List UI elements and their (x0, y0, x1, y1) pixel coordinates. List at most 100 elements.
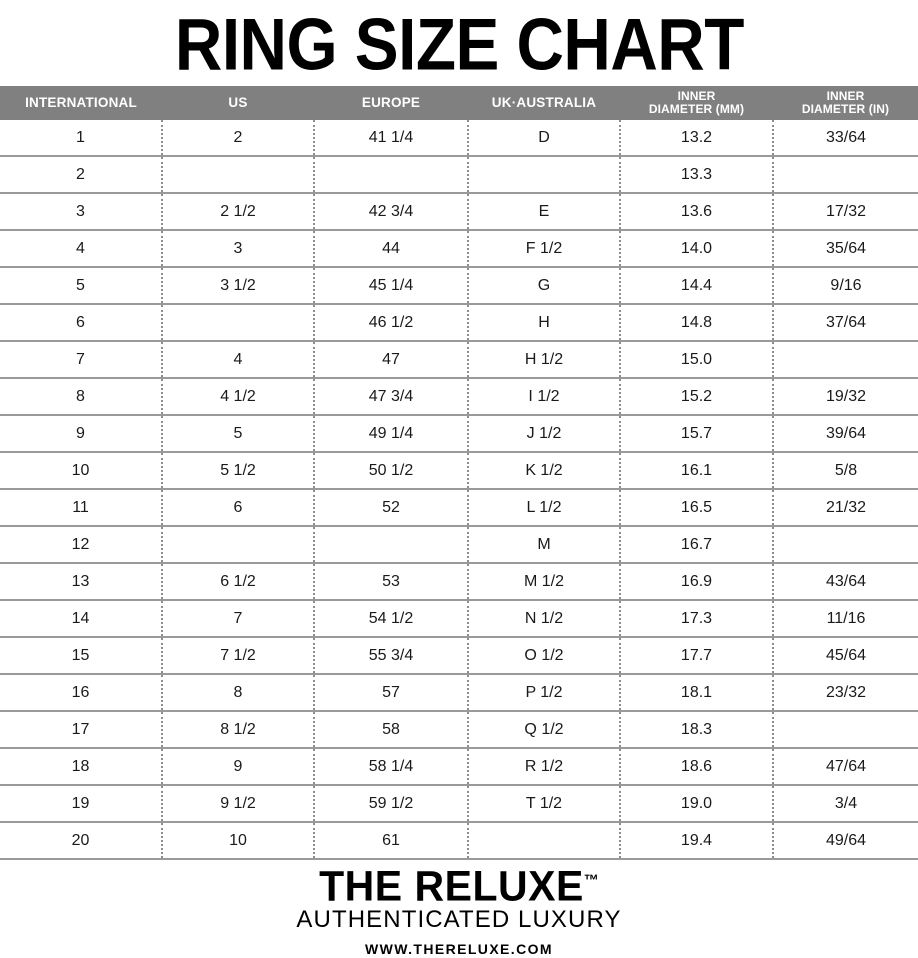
cell-international: 11 (0, 489, 163, 527)
table-row: 1 2 41 1/4 D 13.2 33/64 (0, 120, 918, 157)
cell-us: 7 (162, 600, 315, 638)
cell-international: 6 (0, 304, 163, 342)
table-row: 16 8 57 P 1/2 18.1 23/32 (0, 674, 918, 712)
cell-inner-diameter-in: 47/64 (773, 748, 918, 786)
cell-inner-diameter-mm: 15.0 (620, 341, 774, 379)
header-label-inner-in-line2: DIAMETER (in) (801, 102, 890, 116)
cell-international: 20 (0, 822, 163, 860)
trademark-symbol: ™ (583, 871, 599, 890)
table-row: 2 13.3 (0, 156, 918, 194)
cell-inner-diameter-mm: 15.7 (620, 415, 774, 453)
column-header-inner-diameter-mm: INNER DIAMETER (mm) (620, 86, 773, 120)
cell-europe: 55 3/4 (314, 637, 469, 675)
header-label-us: US (228, 94, 248, 110)
cell-international: 18 (0, 748, 163, 786)
cell-europe: 52 (314, 489, 469, 527)
cell-inner-diameter-mm: 14.4 (620, 267, 774, 305)
cell-inner-diameter-mm: 13.6 (620, 193, 774, 231)
cell-us: 3 1/2 (162, 267, 315, 305)
header-label-inner-mm-line2: DIAMETER (mm) (648, 102, 745, 116)
cell-uk-australia: H 1/2 (468, 341, 621, 379)
cell-inner-diameter-in: 5/8 (773, 452, 918, 490)
cell-us: 5 1/2 (162, 452, 315, 490)
header-label-inner-mm-line1: INNER (677, 89, 716, 104)
cell-europe: 45 1/4 (314, 267, 469, 305)
cell-europe: 47 3/4 (314, 378, 469, 416)
cell-uk-australia: E (468, 193, 621, 231)
table-row: 9 5 49 1/4 J 1/2 15.7 39/64 (0, 415, 918, 453)
cell-inner-diameter-in (773, 156, 918, 194)
cell-international: 7 (0, 341, 163, 379)
cell-uk-australia: D (468, 120, 621, 157)
cell-uk-australia: P 1/2 (468, 674, 621, 712)
table-row: 18 9 58 1/4 R 1/2 18.6 47/64 (0, 748, 918, 786)
title-container: RING SIZE CHART (0, 0, 918, 86)
cell-inner-diameter-in: 17/32 (773, 193, 918, 231)
cell-international: 19 (0, 785, 163, 823)
table-body: 1 2 41 1/4 D 13.2 33/64 2 13.3 3 2 1/2 42 3/4 E 13.6… (0, 120, 918, 860)
cell-uk-australia: O 1/2 (468, 637, 621, 675)
page-title: RING SIZE CHART (174, 4, 744, 87)
cell-us: 8 1/2 (162, 711, 315, 749)
ring-size-table: INTERNATIONAL US EUROPE UK·AUSTRALIA INN… (0, 86, 918, 860)
table-row: 10 5 1/2 50 1/2 K 1/2 16.1 5/8 (0, 452, 918, 490)
cell-us (162, 526, 315, 564)
header-row: INTERNATIONAL US EUROPE UK·AUSTRALIA INN… (0, 86, 918, 120)
cell-international: 14 (0, 600, 163, 638)
footer-branding: THE RELUXE™ AUTHENTICATED LUXURY WWW.THE… (0, 860, 918, 958)
cell-europe: 54 1/2 (314, 600, 469, 638)
cell-international: 1 (0, 120, 163, 157)
cell-international: 16 (0, 674, 163, 712)
brand-website-url: WWW.THERELUXE.COM (365, 941, 553, 958)
table-row: 4 3 44 F 1/2 14.0 35/64 (0, 230, 918, 268)
cell-inner-diameter-mm: 14.8 (620, 304, 774, 342)
cell-europe: 58 (314, 711, 469, 749)
cell-inner-diameter-in: 37/64 (773, 304, 918, 342)
header-label-international: INTERNATIONAL (25, 94, 137, 110)
cell-europe: 46 1/2 (314, 304, 469, 342)
brand-name: THE RELUXE™ (0, 864, 918, 908)
cell-europe: 42 3/4 (314, 193, 469, 231)
cell-inner-diameter-in: 19/32 (773, 378, 918, 416)
table-row: 20 10 61 19.4 49/64 (0, 822, 918, 860)
cell-uk-australia: Q 1/2 (468, 711, 621, 749)
table-row: 7 4 47 H 1/2 15.0 (0, 341, 918, 379)
cell-us (162, 304, 315, 342)
cell-uk-australia: I 1/2 (468, 378, 621, 416)
cell-uk-australia: J 1/2 (468, 415, 621, 453)
table-row: 19 9 1/2 59 1/2 T 1/2 19.0 3/4 (0, 785, 918, 823)
cell-inner-diameter-mm: 14.0 (620, 230, 774, 268)
cell-inner-diameter-in: 45/64 (773, 637, 918, 675)
cell-inner-diameter-in: 23/32 (773, 674, 918, 712)
header-label-uk-australia: UK·AUSTRALIA (491, 94, 597, 110)
cell-international: 13 (0, 563, 163, 601)
cell-us: 2 (162, 120, 315, 157)
table-row: 6 46 1/2 H 14.8 37/64 (0, 304, 918, 342)
cell-inner-diameter-in: 9/16 (773, 267, 918, 305)
cell-international: 17 (0, 711, 163, 749)
brand-tagline: AUTHENTICATED LUXURY (296, 905, 622, 933)
cell-europe: 50 1/2 (314, 452, 469, 490)
header-label-europe: EUROPE (361, 94, 421, 110)
cell-inner-diameter-in: 43/64 (773, 563, 918, 601)
cell-inner-diameter-in: 49/64 (773, 822, 918, 860)
column-header-europe: EUROPE (314, 86, 468, 120)
header-label-inner-in-line1: INNER (826, 89, 865, 104)
table-row: 13 6 1/2 53 M 1/2 16.9 43/64 (0, 563, 918, 601)
table-header: INTERNATIONAL US EUROPE UK·AUSTRALIA INN… (0, 86, 918, 120)
cell-inner-diameter-mm: 19.0 (620, 785, 774, 823)
cell-us: 4 (162, 341, 315, 379)
cell-us: 9 (162, 748, 315, 786)
column-header-international: INTERNATIONAL (0, 86, 162, 120)
cell-us: 6 1/2 (162, 563, 315, 601)
cell-international: 12 (0, 526, 163, 564)
cell-international: 8 (0, 378, 163, 416)
cell-uk-australia: M (468, 526, 621, 564)
cell-us: 2 1/2 (162, 193, 315, 231)
table-row: 15 7 1/2 55 3/4 O 1/2 17.7 45/64 (0, 637, 918, 675)
cell-europe: 49 1/4 (314, 415, 469, 453)
cell-europe (314, 156, 469, 194)
cell-uk-australia (468, 822, 621, 860)
